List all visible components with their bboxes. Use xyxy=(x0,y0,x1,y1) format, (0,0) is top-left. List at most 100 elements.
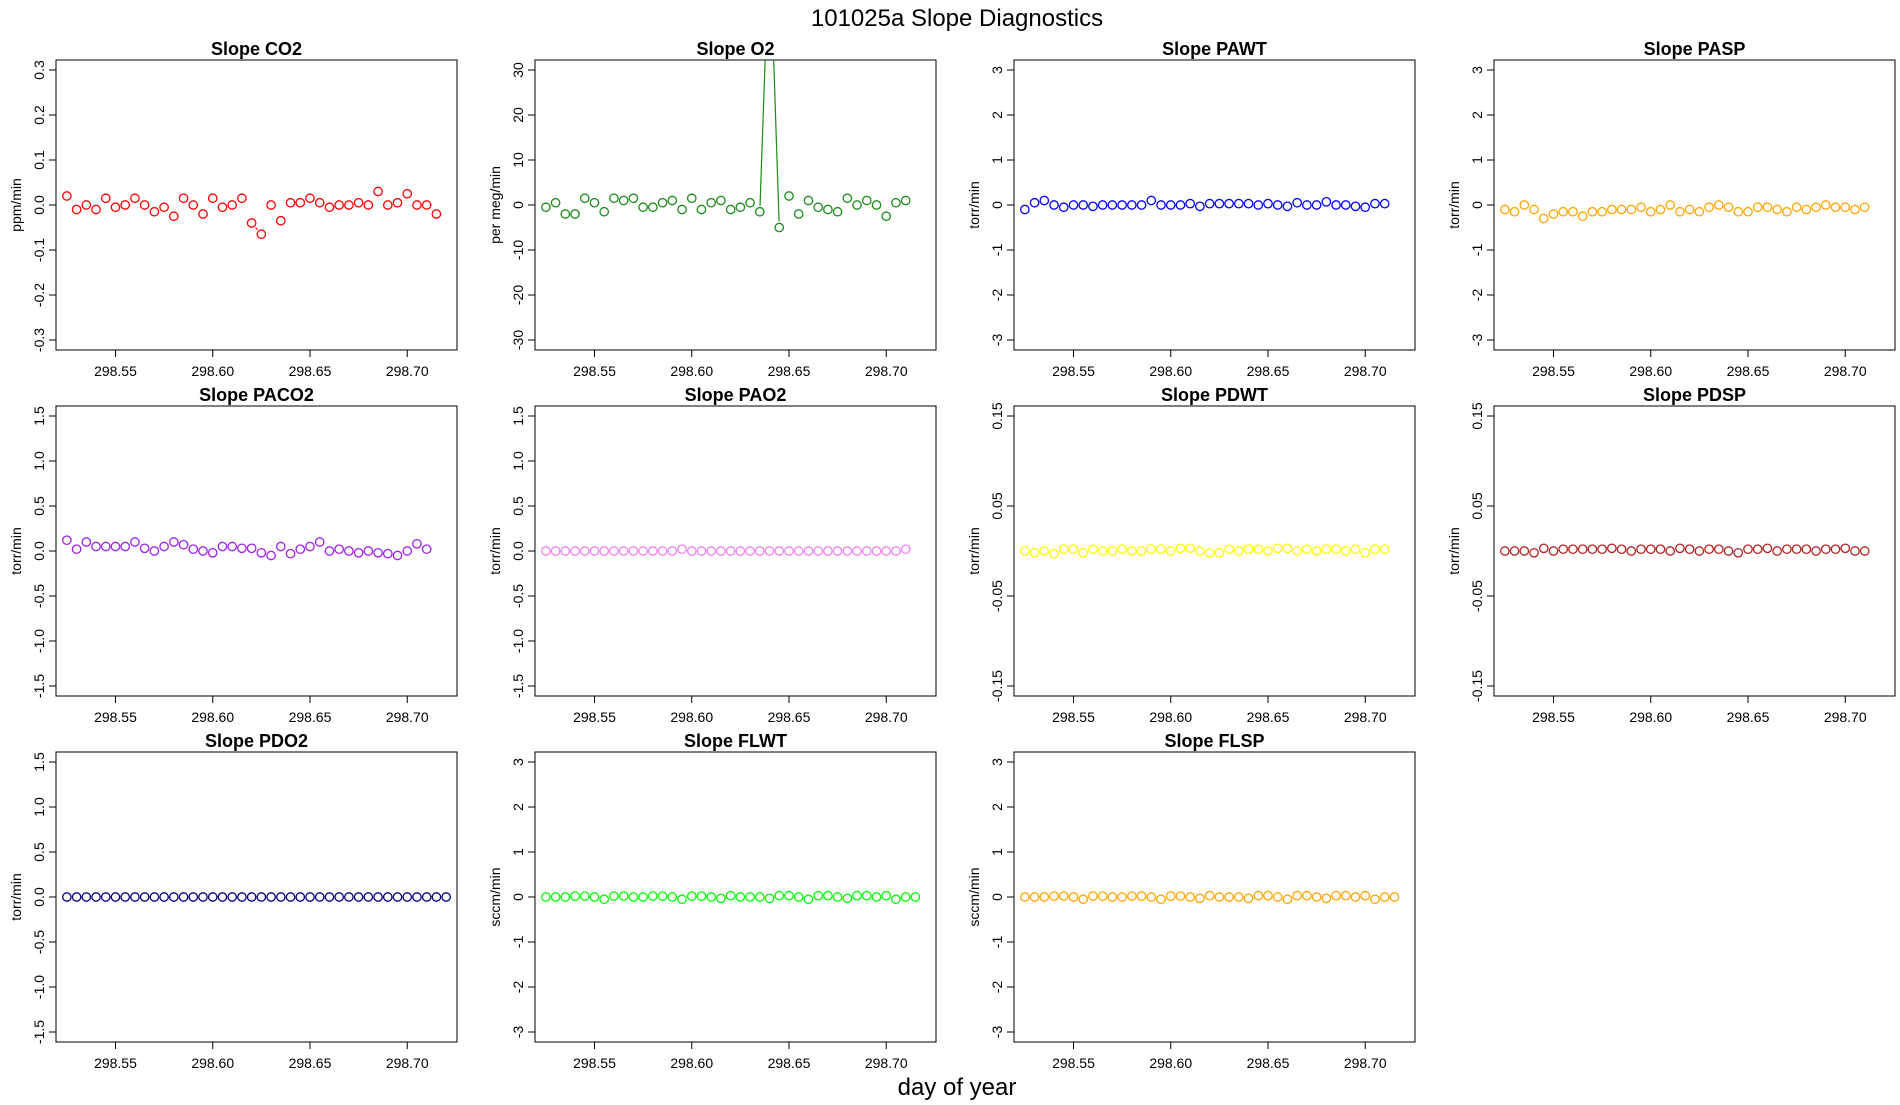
data-point xyxy=(1772,546,1783,556)
data-point xyxy=(1597,206,1607,217)
data-point xyxy=(178,539,189,550)
data-point xyxy=(1029,547,1040,558)
data-point xyxy=(363,892,374,902)
data-point xyxy=(1156,894,1166,905)
y-tick-label: -3 xyxy=(989,334,1005,347)
data-point xyxy=(1282,201,1293,212)
x-tick-label: 298.55 xyxy=(1052,363,1095,379)
data-point xyxy=(1068,200,1079,210)
y-tick-label: -2 xyxy=(989,289,1005,302)
data-point xyxy=(1548,209,1559,219)
y-tick-label: 0.5 xyxy=(31,842,47,862)
data-point xyxy=(305,892,315,902)
y-tick-label: -0.2 xyxy=(31,283,47,307)
data-point xyxy=(754,892,765,902)
y-tick-label: -10 xyxy=(510,240,526,260)
data-point xyxy=(706,892,717,902)
data-point xyxy=(1088,544,1098,555)
data-point xyxy=(599,206,610,217)
data-point xyxy=(1078,200,1089,210)
data-point xyxy=(1146,892,1157,902)
data-point xyxy=(1049,891,1059,901)
y-tick-label: 2 xyxy=(989,111,1005,119)
x-tick-label: 298.65 xyxy=(768,1055,811,1071)
data-point xyxy=(373,892,383,902)
data-series xyxy=(1500,200,1870,224)
data-point xyxy=(246,543,257,554)
y-axis-label: sccm/min xyxy=(487,867,503,926)
data-point xyxy=(1117,200,1127,210)
data-point xyxy=(667,892,678,902)
data-point xyxy=(1146,544,1157,555)
data-point xyxy=(1752,202,1763,213)
data-point xyxy=(188,200,199,210)
data-point xyxy=(677,894,687,905)
data-point xyxy=(852,200,862,210)
panel-slope-co2: Slope CO2 ppm/min -0.3 -0.2 -0.1 0.0 0.1 0.2 0.3… xyxy=(8,39,458,379)
data-point xyxy=(1801,204,1812,215)
data-point xyxy=(421,544,432,555)
data-point xyxy=(579,891,590,901)
data-point xyxy=(1253,890,1264,901)
data-point xyxy=(638,892,648,902)
data-point xyxy=(81,537,92,547)
panel-slope-pdsp: Slope PDSP torr/min -0.15 -0.05 0.05 0.15 298.… xyxy=(1446,385,1896,725)
data-point xyxy=(431,892,442,902)
data-point xyxy=(1126,891,1137,901)
data-point xyxy=(314,892,325,902)
data-point xyxy=(1743,544,1753,555)
plot-frame xyxy=(1493,405,1896,697)
data-point xyxy=(842,193,853,204)
y-tick-label: 0.15 xyxy=(1469,402,1485,429)
data-point xyxy=(1204,547,1215,558)
data-point xyxy=(570,891,580,901)
x-tick-label: 298.65 xyxy=(289,1055,332,1071)
x-tick-label: 298.60 xyxy=(1629,363,1672,379)
data-point xyxy=(686,193,697,204)
data-point xyxy=(881,546,892,556)
data-point xyxy=(1820,200,1831,210)
data-point xyxy=(579,193,590,204)
connector-line xyxy=(255,227,258,231)
y-tick-label: 0.0 xyxy=(510,541,526,561)
data-series xyxy=(541,60,911,233)
data-point xyxy=(130,193,140,204)
x-tick-label: 298.55 xyxy=(1052,709,1095,725)
data-point xyxy=(1645,544,1656,555)
data-point xyxy=(1645,206,1656,217)
data-point xyxy=(392,197,403,208)
data-series xyxy=(541,890,921,905)
data-point xyxy=(1078,547,1089,558)
x-tick-label: 298.60 xyxy=(1149,709,1192,725)
data-point xyxy=(1253,544,1264,555)
data-point xyxy=(198,209,208,219)
data-point xyxy=(1370,544,1380,555)
data-series xyxy=(62,892,451,902)
y-axis-label: torr/min xyxy=(8,527,24,574)
data-point xyxy=(1156,200,1166,210)
data-point xyxy=(541,546,551,556)
data-point xyxy=(71,204,82,215)
data-point xyxy=(1548,546,1559,556)
data-point xyxy=(754,546,765,556)
panel-title: Slope PASP xyxy=(1644,39,1746,59)
data-point xyxy=(570,209,580,219)
data-point xyxy=(168,537,179,547)
data-point xyxy=(657,891,668,901)
data-point xyxy=(1558,544,1569,555)
x-tick-label: 298.60 xyxy=(191,1055,234,1071)
data-point xyxy=(353,547,364,558)
panel-title: Slope FLWT xyxy=(684,731,787,751)
data-point xyxy=(256,229,267,240)
data-point xyxy=(1350,201,1361,212)
data-point xyxy=(382,548,393,559)
data-point xyxy=(62,191,72,201)
y-axis-label: torr/min xyxy=(1446,181,1462,228)
data-point xyxy=(431,209,442,219)
data-point xyxy=(1762,202,1773,213)
data-point xyxy=(1185,543,1196,554)
panel-slope-paco2: Slope PACO2 torr/min -1.5 -1.0 -0.5 0.0 0.5 1.0… xyxy=(8,385,458,725)
data-point xyxy=(295,892,306,902)
data-point xyxy=(168,892,179,902)
data-point xyxy=(1859,202,1870,213)
